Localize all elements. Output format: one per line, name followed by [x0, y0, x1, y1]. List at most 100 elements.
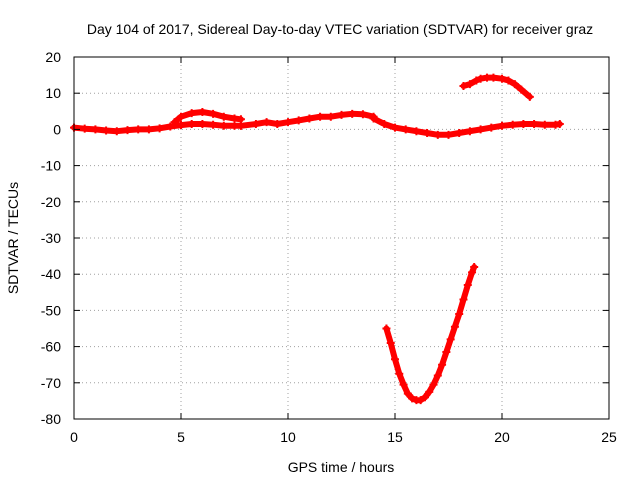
- data-point: [468, 268, 477, 277]
- data-point: [134, 125, 143, 134]
- data-point: [517, 85, 526, 94]
- series-line: [383, 264, 478, 404]
- data-point: [525, 92, 534, 101]
- data-point: [399, 380, 408, 389]
- data-point: [358, 110, 367, 119]
- y-tick-label: -60: [41, 339, 61, 355]
- data-point: [508, 120, 517, 129]
- x-tick-label: 15: [387, 429, 403, 445]
- series-line: [370, 115, 563, 138]
- data-point: [489, 73, 498, 82]
- x-tick-label: 0: [70, 429, 78, 445]
- x-tick-label: 5: [177, 429, 185, 445]
- data-point: [177, 121, 185, 130]
- y-tick-label: -30: [41, 230, 61, 246]
- data-point: [391, 355, 399, 364]
- data-point: [530, 119, 539, 128]
- data-point: [395, 369, 404, 378]
- data-point: [412, 127, 421, 136]
- data-point: [112, 127, 121, 136]
- data-point: [450, 322, 459, 331]
- x-axis-label: GPS time / hours: [288, 459, 395, 475]
- chart-title: Day 104 of 2017, Sidereal Day-to-day VTE…: [87, 21, 593, 37]
- data-point: [425, 387, 434, 396]
- data-point: [487, 123, 496, 132]
- data-point: [219, 121, 228, 130]
- data-point: [444, 130, 453, 139]
- data-point: [463, 281, 472, 290]
- data-point: [166, 122, 175, 131]
- y-tick-label: -70: [41, 375, 61, 391]
- data-point: [123, 126, 132, 135]
- data-point: [465, 80, 474, 89]
- data-point: [187, 119, 196, 128]
- data-point: [209, 120, 218, 129]
- data-point: [504, 76, 513, 85]
- data-point: [433, 371, 442, 380]
- data-point: [294, 116, 303, 125]
- data-point: [284, 118, 292, 127]
- y-tick-label: -40: [41, 266, 61, 282]
- y-tick-label: -20: [41, 194, 61, 210]
- data-point: [198, 119, 207, 128]
- y-tick-label: -50: [41, 302, 61, 318]
- tick-labels: 0 5 10 15 20 25 20 10 0 -10 -20 -30 -40 -50 -60 -70 -80: [41, 49, 617, 445]
- data-point: [369, 114, 378, 123]
- data-point: [155, 124, 164, 133]
- data-point: [316, 112, 325, 121]
- data-point: [273, 119, 282, 128]
- data-point: [446, 335, 455, 344]
- data-point: [348, 109, 357, 118]
- y-tick-label: -10: [41, 158, 61, 174]
- data-point: [540, 120, 549, 129]
- data-point: [416, 396, 425, 405]
- data-point: [498, 74, 506, 83]
- data-point: [459, 81, 468, 90]
- x-tick-label: 20: [494, 429, 510, 445]
- data-point: [438, 360, 447, 369]
- data-point: [391, 123, 399, 132]
- data-series: satellite arc (14.6-18.7 h): [382, 262, 479, 405]
- data-point: [465, 127, 474, 136]
- data-point: [91, 125, 100, 134]
- data-point: [433, 130, 442, 139]
- data-point: [236, 121, 245, 130]
- ticks: [73, 56, 610, 420]
- data-series: satellite arc (baseline, 0-7.8 h): [70, 119, 245, 136]
- data-point: [386, 338, 395, 347]
- data-point: [198, 108, 207, 117]
- data-point: [459, 295, 468, 304]
- data-point: [408, 394, 417, 403]
- data-series: satellite arc (7.8-14 h): [236, 109, 378, 130]
- data-point: [429, 380, 438, 389]
- data-point: [382, 324, 391, 333]
- data-point: [403, 389, 412, 398]
- data-point: [102, 126, 111, 135]
- data-point: [170, 118, 179, 127]
- data-point: [498, 121, 506, 130]
- data-point: [519, 119, 528, 128]
- x-tick-label: 25: [601, 429, 617, 445]
- data-point: [251, 119, 260, 128]
- data-point: [337, 110, 346, 119]
- data-series: satellite arc (hump, 4.7-7.8 h): [170, 108, 245, 127]
- data-point: [80, 124, 89, 133]
- data-point: [305, 114, 314, 123]
- y-tick-label: -80: [41, 411, 61, 427]
- data-point: [423, 129, 432, 138]
- data-point: [476, 74, 485, 83]
- data-point: [326, 112, 335, 121]
- series-line: [237, 110, 377, 129]
- data-point: [420, 393, 429, 402]
- data-point: [177, 112, 185, 121]
- x-tick-label: 10: [280, 429, 296, 445]
- data-point: [144, 125, 153, 134]
- y-tick-label: 0: [53, 121, 61, 137]
- y-tick-label: 10: [45, 85, 61, 101]
- data-point: [219, 112, 228, 121]
- data-series: satellite arc (14-22.7 h): [369, 114, 564, 139]
- data-point: [401, 125, 410, 134]
- data-point: [209, 109, 218, 118]
- data-point: [555, 119, 564, 128]
